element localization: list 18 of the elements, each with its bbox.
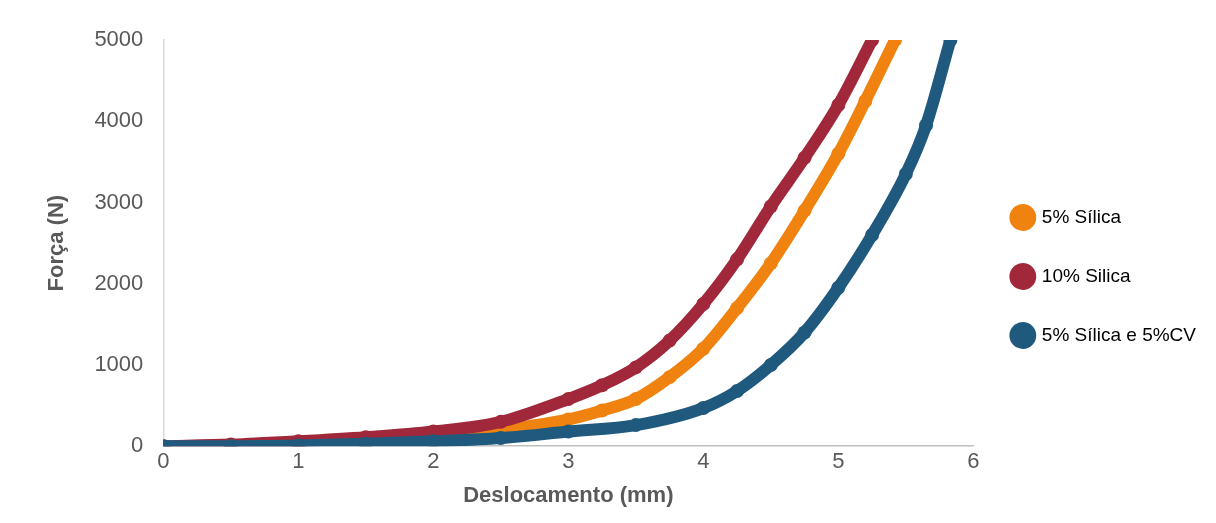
x-tick-label: 1 xyxy=(292,448,305,474)
legend-label: 10% Silica xyxy=(1041,264,1131,286)
legend-label: 5% Sílica e 5%CV xyxy=(1041,323,1197,345)
y-tick-label: 4000 xyxy=(94,107,144,133)
x-tick-label: 5 xyxy=(832,448,845,474)
x-tick-label: 6 xyxy=(967,448,980,474)
y-tick-label: 1000 xyxy=(94,351,144,377)
x-axis-title: Deslocamento (mm) xyxy=(463,481,674,507)
y-axis-title: Força (N) xyxy=(43,194,69,292)
legend-label: 5% Sílica xyxy=(1041,205,1122,227)
y-tick-label: 5000 xyxy=(94,26,144,52)
y-tick-label: 2000 xyxy=(94,269,144,295)
x-tick-label: 2 xyxy=(427,448,440,474)
y-tick-label: 3000 xyxy=(94,188,144,214)
y-tick-label: 0 xyxy=(131,432,144,458)
x-tick-label: 3 xyxy=(562,448,575,474)
x-tick-label: 0 xyxy=(157,448,170,474)
x-tick-label: 4 xyxy=(697,448,710,474)
